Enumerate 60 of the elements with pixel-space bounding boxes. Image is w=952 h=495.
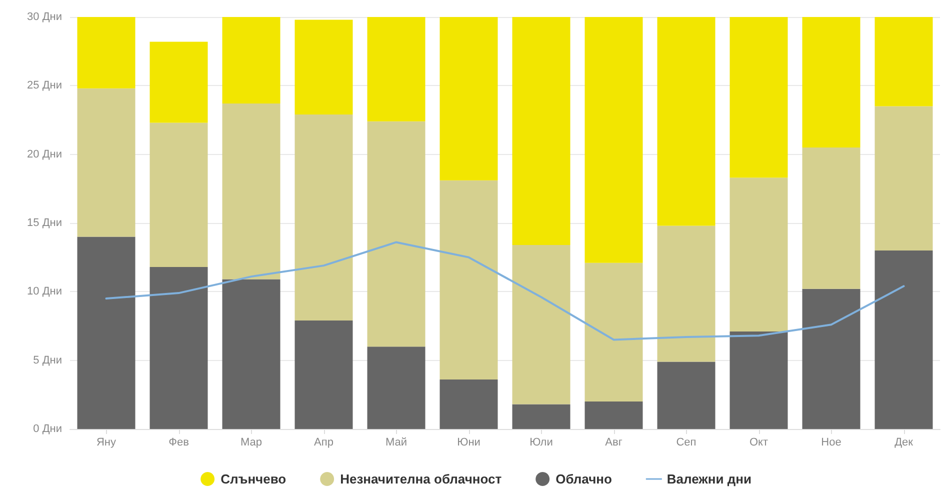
bar (730, 331, 788, 429)
bar (222, 104, 280, 280)
bar (294, 114, 353, 321)
bar (657, 17, 716, 226)
y-tick-label: 20 Дни (27, 148, 62, 160)
bar (730, 178, 788, 332)
bar (367, 346, 426, 429)
bar (367, 121, 426, 347)
bar (150, 122, 208, 267)
x-tick-label: Яну (96, 436, 117, 448)
y-tick-label: 30 Дни (27, 11, 62, 23)
bar (294, 320, 353, 429)
bar (584, 17, 643, 263)
bar (222, 17, 280, 104)
bar (657, 226, 716, 362)
y-tick-label: 25 Дни (27, 80, 62, 92)
x-tick-label: Авг (605, 436, 622, 448)
x-tick-label: Юли (530, 436, 553, 448)
bar (222, 279, 280, 429)
x-tick-label: Сеп (676, 436, 696, 448)
legend-label: Облачно (556, 472, 612, 486)
legend-label: Незначителна облачност (340, 472, 502, 486)
bar (440, 380, 498, 429)
line-series (105, 241, 905, 341)
x-tick-label: Окт (749, 436, 768, 448)
x-tick-label: Юни (457, 436, 480, 448)
x-tick-label: Дек (894, 436, 914, 448)
bar (802, 147, 860, 289)
bar (512, 17, 570, 245)
bar (874, 17, 933, 106)
bar (367, 17, 426, 122)
bar (440, 180, 498, 380)
x-tick-label: Фев (168, 436, 190, 448)
legend-label: Слънчево (220, 472, 286, 486)
y-tick-label: 10 Дни (27, 286, 62, 298)
bar (874, 250, 933, 429)
x-tick-label: Мар (240, 436, 262, 448)
bar (512, 244, 570, 404)
bar (294, 20, 353, 115)
bar (150, 266, 208, 429)
bar (730, 17, 788, 178)
bar (802, 288, 860, 429)
bar (150, 42, 208, 123)
bar (657, 362, 716, 429)
bar (584, 402, 643, 429)
bar (802, 17, 860, 148)
legend-label: Валежни дни (666, 472, 752, 486)
bar (584, 262, 643, 402)
y-tick-label: 5 Дни (33, 354, 62, 366)
x-tick-label: Ное (821, 436, 842, 448)
bar (77, 88, 136, 237)
y-tick-label: 15 Дни (27, 217, 62, 229)
bar (440, 17, 498, 180)
bar (512, 404, 570, 429)
y-tick-label: 0 Дни (33, 423, 62, 435)
bar (77, 17, 136, 88)
bar (874, 106, 933, 250)
bar (77, 236, 136, 429)
x-tick-label: Апр (314, 436, 334, 448)
x-tick-label: Май (385, 436, 408, 448)
